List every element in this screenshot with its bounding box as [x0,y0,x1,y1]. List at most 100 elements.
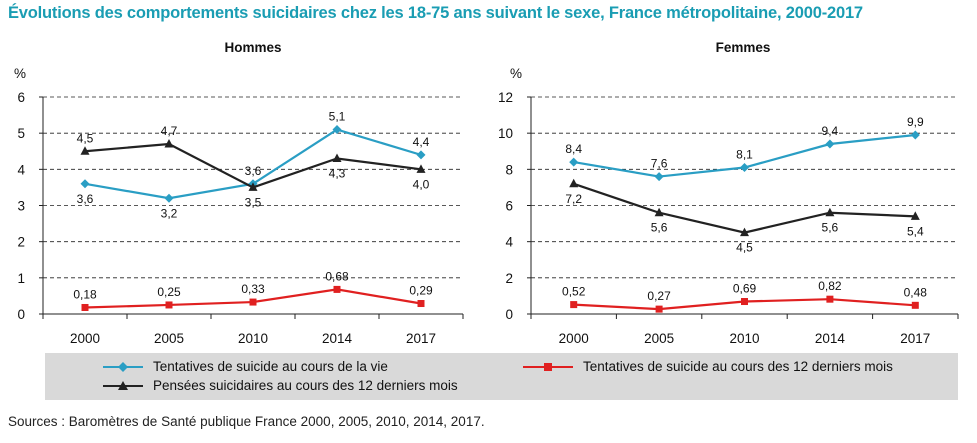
y-tick-label: 6 [17,90,25,105]
data-point [740,227,749,237]
data-label: 5,6 [651,221,668,235]
data-label: 0,52 [562,285,586,299]
x-tick-label: 2005 [154,331,184,346]
data-point [80,179,90,189]
data-point [81,303,89,311]
data-label: 0,48 [904,285,928,299]
y-tick-label: 12 [498,90,513,105]
data-label: 3,6 [245,164,262,178]
data-label: 9,9 [907,115,924,129]
data-point [654,172,664,182]
data-label: 0,82 [818,279,842,293]
chart-panel-hommes: Hommes% 0 1 2 3 4 5 6 2000 2005 2010 2014 2017 3,6 3,2… [14,40,464,346]
x-tick-label: 2017 [900,331,930,346]
data-label: 3,5 [245,195,262,209]
x-tick-label: 2000 [70,331,100,346]
data-label: 0,29 [409,284,433,298]
y-tick-label: 1 [17,271,25,286]
legend-item-pensees-12m: Pensées suicidaires au cours des 12 dern… [103,378,458,393]
data-point [826,295,834,303]
y-tick-label: 10 [498,126,513,141]
panel-title: Femmes [716,40,771,55]
data-point [164,193,174,203]
y-tick-label: 0 [17,307,25,322]
x-tick-label: 2014 [815,331,846,346]
y-tick-label: 5 [17,126,25,141]
data-label: 5,6 [822,221,839,235]
data-label: 0,25 [157,285,181,299]
data-label: 5,4 [907,224,924,238]
data-label: 4,5 [736,241,753,255]
legend-label: Pensées suicidaires au cours des 12 dern… [153,378,458,393]
legend-item-tentatives-12m: Tentatives de suicide au cours des 12 de… [523,359,893,374]
data-point [332,153,342,162]
data-label: 4,7 [161,124,178,138]
data-label: 0,18 [73,287,97,301]
data-label: 0,68 [325,269,349,283]
data-point [654,207,664,217]
x-tick-label: 2005 [644,331,674,346]
series-line [573,182,916,234]
data-point [911,301,919,309]
triangle-marker-icon [103,380,143,390]
data-point [825,139,835,149]
source-note: Sources : Baromètres de Santé publique F… [8,414,485,429]
data-point [416,164,426,173]
y-tick-label: 0 [505,307,513,322]
x-tick-label: 2010 [238,331,268,346]
data-point [740,163,749,173]
y-tick-label: 6 [505,199,513,214]
data-point [248,182,258,191]
square-marker-icon [523,362,573,371]
legend-label: Tentatives de suicide au cours de la vie [153,359,388,374]
data-label: 3,2 [161,206,178,220]
data-point [910,211,920,220]
data-label: 7,6 [651,157,668,171]
data-label: 4,5 [77,131,94,145]
y-axis-unit: % [14,66,26,81]
diamond-marker-icon [103,361,143,372]
y-tick-label: 4 [17,162,25,177]
data-point [332,125,342,135]
y-tick-label: 2 [505,271,513,286]
y-tick-label: 2 [17,235,25,250]
data-point [416,150,426,160]
data-point [570,301,578,309]
data-label: 7,2 [565,192,582,206]
x-tick-label: 2014 [322,331,353,346]
data-label: 0,33 [241,282,265,296]
data-label: 4,3 [329,166,346,180]
chart-panel-femmes: Femmes% 0 2 4 6 8 10 12 2000 2005 2010 2014 2017 8,4 7… [498,40,959,346]
data-point [569,178,579,188]
data-point [825,207,835,217]
panel-title: Hommes [224,40,281,55]
data-point [417,300,425,308]
legend-label: Tentatives de suicide au cours des 12 de… [583,359,893,374]
data-point [333,285,341,293]
data-point [80,146,90,155]
data-label: 0,27 [647,289,671,303]
x-tick-label: 2010 [729,331,759,346]
data-label: 9,4 [822,124,839,138]
y-tick-label: 3 [17,199,25,214]
data-label: 3,6 [77,192,94,206]
data-label: 8,4 [565,142,582,156]
data-point [164,139,174,148]
data-label: 5,1 [329,110,346,124]
legend: Tentatives de suicide au cours de la vie… [45,353,958,400]
chart-title: Évolutions des comportements suicidaires… [8,4,863,22]
data-point [741,298,748,306]
data-label: 4,0 [413,177,430,191]
data-label: 4,4 [413,135,430,149]
data-point [910,130,920,140]
data-label: 0,69 [733,282,757,296]
data-point [165,301,173,309]
legend-item-tentatives-vie: Tentatives de suicide au cours de la vie [103,359,388,374]
y-axis-unit: % [510,66,522,81]
data-point [569,157,579,167]
data-label: 8,1 [736,148,753,162]
data-point [249,298,257,306]
data-point [655,305,663,313]
y-tick-label: 4 [505,235,513,250]
